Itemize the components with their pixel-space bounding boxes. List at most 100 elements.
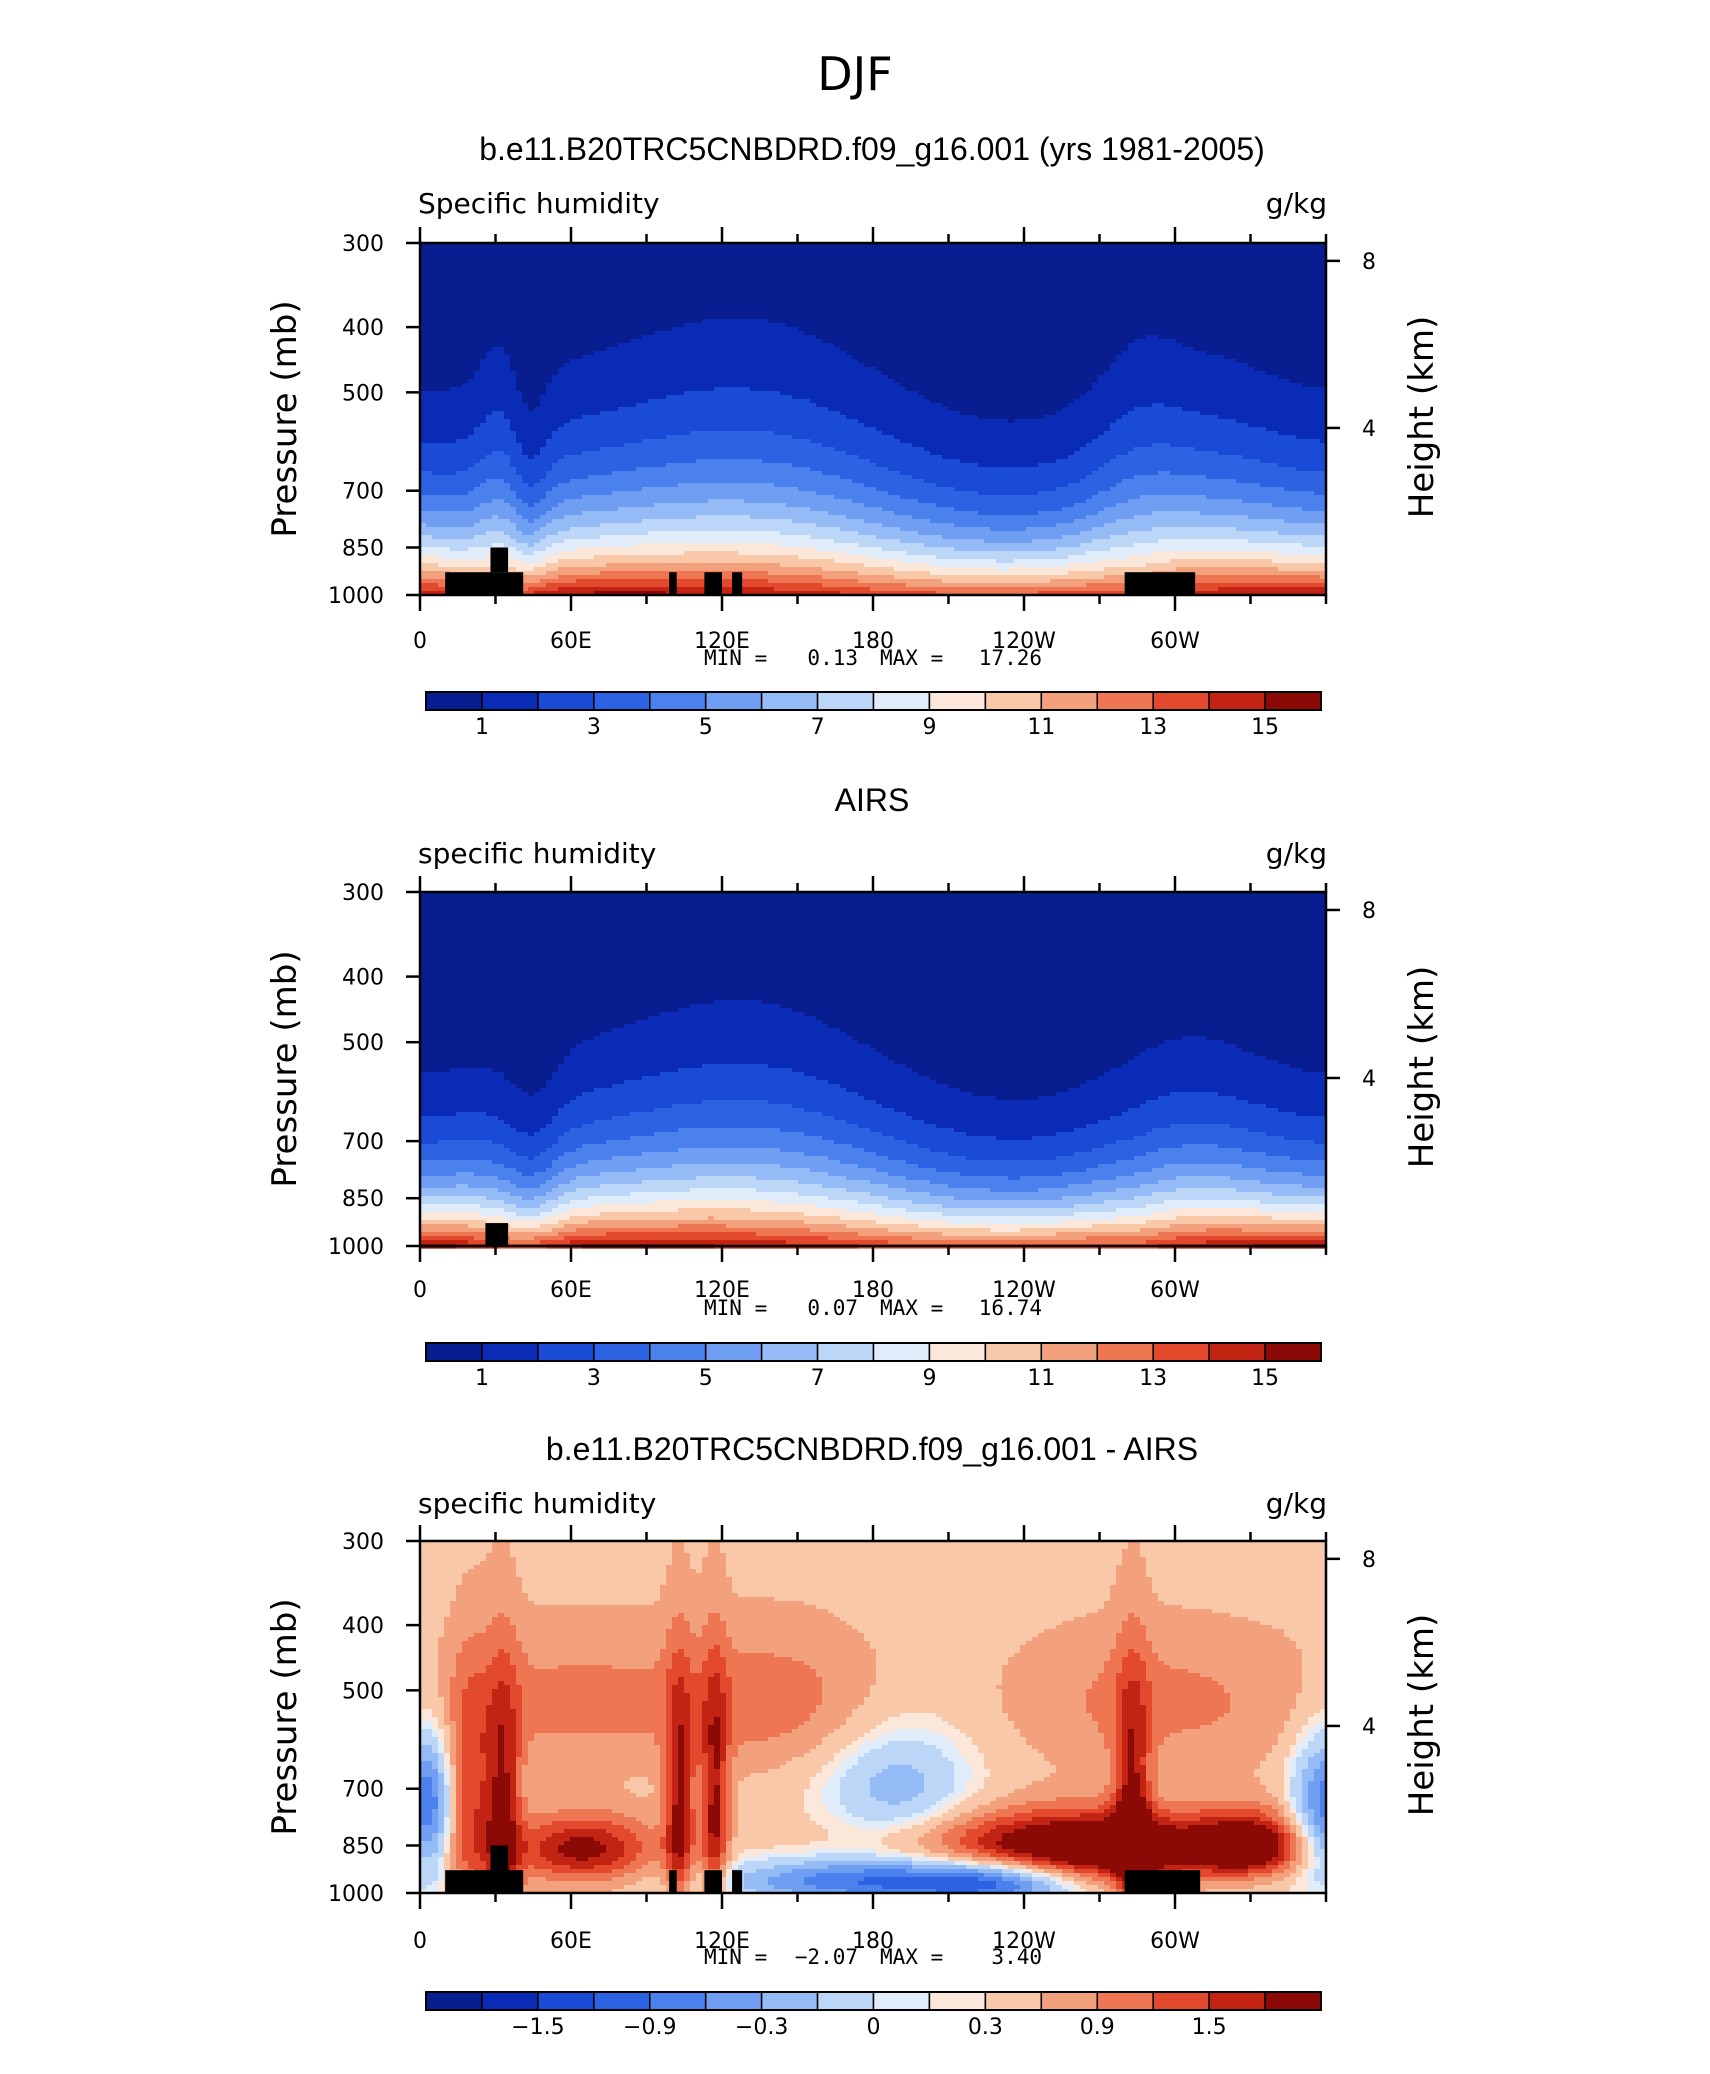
contour-cell: [1182, 323, 1189, 328]
contour-cell: [882, 371, 889, 376]
contour-cell: [1044, 335, 1051, 340]
contour-cell: [996, 247, 1003, 252]
contour-cell: [1050, 279, 1057, 284]
contour-cell: [594, 335, 601, 340]
contour-cell: [462, 307, 469, 312]
contour-cell: [1182, 371, 1189, 376]
contour-cell: [1290, 351, 1297, 356]
contour-cell: [1236, 287, 1243, 292]
contour-cell: [1152, 247, 1159, 252]
contour-cell: [570, 287, 577, 292]
contour-cell: [672, 255, 679, 260]
contour-cell: [1038, 371, 1045, 376]
contour-cell: [816, 339, 823, 344]
contour-cell: [762, 243, 769, 248]
contour-cell: [792, 359, 799, 364]
contour-cell: [696, 283, 703, 288]
contour-cell: [1068, 311, 1075, 316]
contour-cell: [1044, 343, 1051, 348]
contour-cell: [600, 371, 607, 376]
contour-cell: [1224, 255, 1231, 260]
contour-cell: [672, 367, 679, 372]
contour-cell: [588, 243, 595, 248]
contour-cell: [1236, 351, 1243, 356]
contour-cell: [690, 359, 697, 364]
contour-cell: [774, 355, 781, 360]
contour-cell: [588, 251, 595, 256]
contour-cell: [564, 319, 571, 324]
contour-cell: [744, 283, 751, 288]
contour-cell: [1008, 303, 1015, 308]
contour-cell: [864, 351, 871, 356]
contour-cell: [1104, 291, 1111, 296]
contour-cell: [480, 271, 487, 276]
contour-cell: [720, 323, 727, 328]
contour-cell: [1188, 243, 1195, 248]
contour-cell: [1272, 283, 1279, 288]
contour-cell: [894, 275, 901, 280]
contour-cell: [690, 355, 697, 360]
contour-cell: [1050, 303, 1057, 308]
contour-cell: [798, 339, 805, 344]
contour-cell: [1302, 343, 1309, 348]
contour-cell: [852, 291, 859, 296]
contour-cell: [720, 339, 727, 344]
contour-cell: [420, 335, 427, 340]
contour-cell: [1062, 271, 1069, 276]
contour-cell: [720, 275, 727, 280]
contour-cell: [708, 307, 715, 312]
contour-cell: [792, 259, 799, 264]
contour-cell: [534, 279, 541, 284]
contour-cell: [552, 371, 559, 376]
contour-cell: [618, 367, 625, 372]
contour-cell: [1266, 319, 1273, 324]
contour-cell: [498, 351, 505, 356]
contour-cell: [558, 363, 565, 368]
contour-cell: [660, 363, 667, 368]
contour-cell: [1158, 267, 1165, 272]
contour-cell: [1146, 339, 1153, 344]
contour-cell: [762, 339, 769, 344]
contour-cell: [438, 271, 445, 276]
contour-cell: [810, 267, 817, 272]
contour-cell: [660, 243, 667, 248]
contour-cell: [1290, 371, 1297, 376]
contour-cell: [996, 287, 1003, 292]
contour-cell: [1176, 243, 1183, 248]
contour-cell: [696, 271, 703, 276]
contour-cell: [1254, 343, 1261, 348]
contour-cell: [768, 363, 775, 368]
contour-cell: [1116, 315, 1123, 320]
contour-cell: [1260, 287, 1267, 292]
contour-cell: [1110, 339, 1117, 344]
contour-cell: [870, 307, 877, 312]
contour-cell: [882, 315, 889, 320]
contour-cell: [684, 359, 691, 364]
contour-cell: [1206, 347, 1213, 352]
contour-cell: [1086, 259, 1093, 264]
contour-cell: [816, 371, 823, 376]
contour-cell: [1122, 275, 1129, 280]
contour-cell: [600, 243, 607, 248]
contour-cell: [486, 315, 493, 320]
contour-cell: [1086, 279, 1093, 284]
contour-cell: [1104, 279, 1111, 284]
contour-cell: [1032, 347, 1039, 352]
contour-cell: [612, 363, 619, 368]
contour-cell: [1038, 267, 1045, 272]
contour-cell: [1218, 355, 1225, 360]
contour-cell: [1014, 347, 1021, 352]
contour-cell: [630, 307, 637, 312]
contour-cell: [588, 287, 595, 292]
contour-cell: [582, 287, 589, 292]
contour-cell: [612, 327, 619, 332]
contour-cell: [906, 255, 913, 260]
contour-cell: [498, 307, 505, 312]
contour-cell: [564, 323, 571, 328]
contour-cell: [450, 259, 457, 264]
contour-cell: [894, 307, 901, 312]
contour-cell: [450, 275, 457, 280]
contour-cell: [702, 351, 709, 356]
contour-cell: [858, 311, 865, 316]
contour-cell: [1218, 283, 1225, 288]
